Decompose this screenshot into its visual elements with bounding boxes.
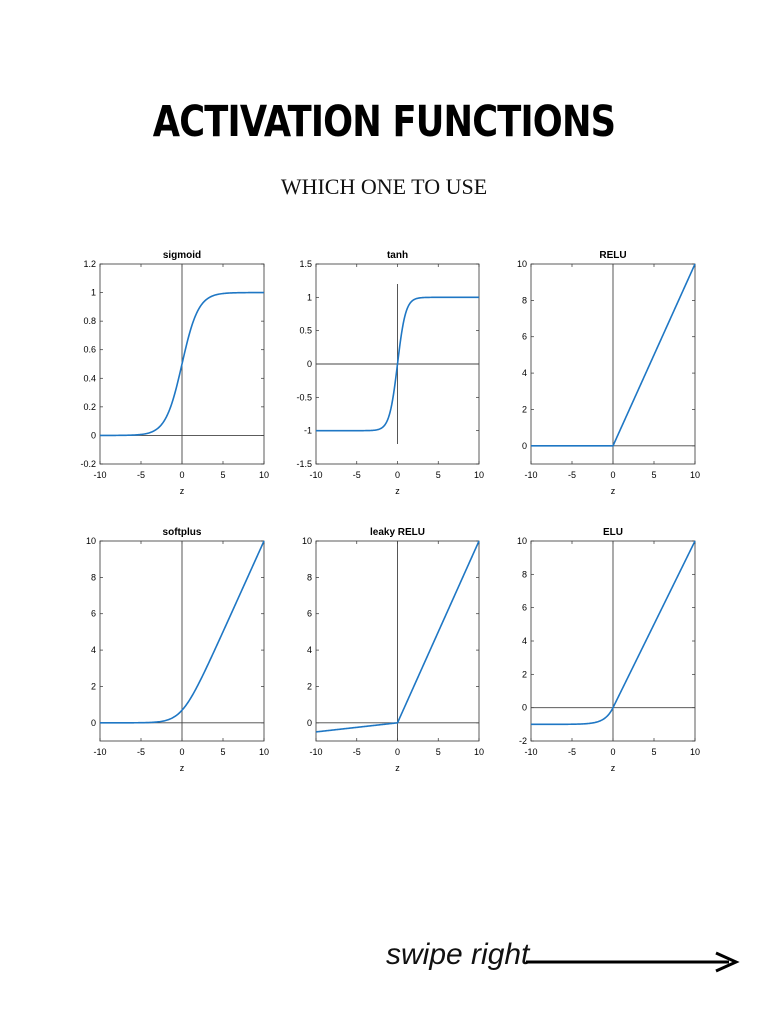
x-tick-label: 5 [220,747,225,757]
chart-title: tanh [387,250,408,261]
arrow-right-icon [526,951,740,973]
series-line [315,540,480,733]
y-tick-label: 8 [307,572,312,582]
x-tick-label: 5 [436,470,441,480]
x-tick-label: -5 [353,470,361,480]
y-tick-label: 0.8 [83,316,96,326]
y-tick-label: 2 [307,681,312,691]
x-tick-label: -5 [568,747,576,757]
swipe-hint-text: swipe right [386,938,530,971]
y-tick-label: -0.2 [80,459,96,469]
y-tick-label: 4 [522,636,527,646]
x-axis-label: z [611,486,616,496]
y-tick-label: 6 [522,332,527,342]
x-tick-label: 5 [651,747,656,757]
y-tick-label: 2 [91,681,96,691]
y-tick-label: 0 [91,718,96,728]
y-tick-label: 0 [307,718,312,728]
x-tick-label: -10 [93,747,106,757]
chart-tanh: tanh -10 -5 0 5 10 -1.5 -1 -0.5 0 0.5 1 1.5 z [296,250,484,496]
y-tick-label: 0.4 [83,373,96,383]
y-tick-label: 8 [522,569,527,579]
x-tick-label: 5 [651,470,656,480]
chart-relu: RELU -10 -5 0 5 10 0 2 4 6 8 10 z [517,250,700,496]
page-subtitle: WHICH ONE TO USE [280,174,488,199]
y-tick-label: 1.5 [299,259,312,269]
y-tick-label: 2 [522,404,527,414]
chart-title: sigmoid [163,250,201,261]
chart-softplus: softplus -10 -5 0 5 10 0 2 4 6 8 10 z [86,527,269,773]
y-tick-label: -1.5 [296,459,312,469]
y-tick-label: 1.2 [83,259,96,269]
chart-elu: ELU -10 -5 0 5 10 -2 0 2 4 6 8 10 z [517,527,700,773]
y-tick-label: 10 [517,536,527,546]
x-tick-label: 0 [395,747,400,757]
x-tick-label: 10 [259,470,269,480]
x-axis-label: z [180,763,185,773]
x-axis-label: z [611,763,616,773]
y-tick-label: 4 [522,368,527,378]
y-tick-label: 8 [522,295,527,305]
x-tick-label: -10 [93,470,106,480]
x-tick-label: -10 [524,470,537,480]
y-tick-label: 0 [91,430,96,440]
charts-grid: sigmoid-10 -5 0 5 10-0.200.20.40.60.811.2zta… [80,250,700,773]
x-tick-label: -10 [309,470,322,480]
chart-title: ELU [603,527,623,538]
series-line [100,291,264,437]
y-tick-label: -1 [304,426,312,436]
y-tick-label: 0.6 [83,345,96,355]
x-axis-label: z [395,763,400,773]
series-line [531,263,696,447]
y-tick-label: 0 [522,703,527,713]
y-tick-label: -2 [519,736,527,746]
y-tick-label: 0 [522,441,527,451]
y-tick-label: 2 [522,669,527,679]
x-tick-label: 0 [610,470,615,480]
y-tick-label: 0.5 [299,326,312,336]
series-line [531,540,696,726]
x-tick-label: 5 [220,470,225,480]
y-tick-label: 10 [517,259,527,269]
x-tick-label: 10 [474,747,484,757]
series-line [316,296,479,432]
y-tick-label: 8 [91,572,96,582]
x-axis-label: z [180,486,185,496]
chart-title: leaky RELU [370,527,425,538]
y-tick-label: 4 [91,645,96,655]
x-tick-label: 0 [610,747,615,757]
y-tick-label: 10 [302,536,312,546]
x-tick-label: -5 [137,747,145,757]
y-tick-label: 0 [307,359,312,369]
x-tick-label: 0 [179,470,184,480]
x-tick-label: -5 [353,747,361,757]
series-line [100,540,265,724]
x-tick-label: 10 [690,747,700,757]
x-tick-label: 10 [474,470,484,480]
y-tick-label: 0.2 [83,402,96,412]
x-tick-label: -10 [524,747,537,757]
y-tick-label: 6 [522,603,527,613]
x-tick-label: -10 [309,747,322,757]
y-tick-label: 4 [307,645,312,655]
x-tick-label: 5 [436,747,441,757]
y-tick-label: 1 [307,292,312,302]
x-tick-label: 0 [395,470,400,480]
y-tick-label: 6 [307,609,312,619]
chart-title: softplus [163,527,202,538]
x-tick-label: 10 [690,470,700,480]
y-tick-label: 10 [86,536,96,546]
y-tick-label: 6 [91,609,96,619]
chart-leaky_relu: leaky RELU -10 -5 0 5 10 0 2 4 6 8 10 z [302,527,484,773]
x-tick-label: 0 [179,747,184,757]
x-tick-label: -5 [568,470,576,480]
y-tick-label: 1 [91,288,96,298]
page-title: ACTIVATION FUNCTIONS [152,97,616,147]
chart-sigmoid: sigmoid -10 -5 0 5 10 -0.2 0 0.2 0.4 0.6 0.8 1 1.2 z [80,250,269,496]
x-tick-label: 10 [259,747,269,757]
chart-title: RELU [599,250,626,261]
x-axis-label: z [395,486,400,496]
x-tick-label: -5 [137,470,145,480]
y-tick-label: -0.5 [296,392,312,402]
